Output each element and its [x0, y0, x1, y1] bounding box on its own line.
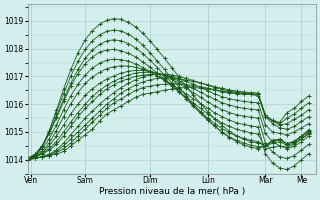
X-axis label: Pression niveau de la mer( hPa ): Pression niveau de la mer( hPa ) — [99, 187, 245, 196]
